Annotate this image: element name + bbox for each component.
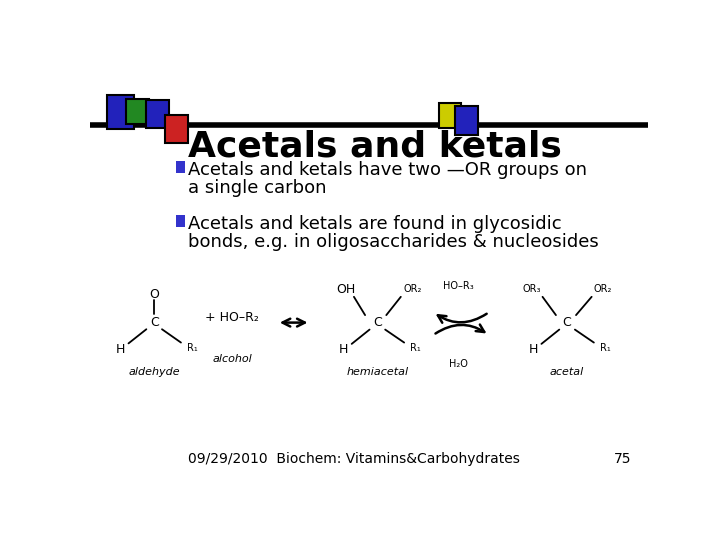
Text: O: O: [149, 288, 159, 301]
Text: 75: 75: [613, 452, 631, 466]
Text: 09/29/2010  Biochem: Vitamins&Carbohydrates: 09/29/2010 Biochem: Vitamins&Carbohydrat…: [188, 452, 520, 466]
Bar: [176, 215, 185, 227]
Text: R₁: R₁: [410, 342, 420, 353]
Text: Acetals and ketals have two —OR groups on: Acetals and ketals have two —OR groups o…: [188, 161, 587, 179]
Bar: [126, 99, 148, 124]
Text: OR₂: OR₂: [593, 285, 612, 294]
Text: Acetals and ketals are found in glycosidic: Acetals and ketals are found in glycosid…: [188, 215, 562, 233]
Text: H: H: [529, 343, 539, 356]
Bar: [456, 106, 478, 134]
Bar: [438, 103, 461, 128]
Text: alcohol: alcohol: [212, 354, 252, 364]
Text: Acetals and ketals: Acetals and ketals: [188, 129, 562, 163]
Bar: [176, 161, 185, 173]
Text: OR₂: OR₂: [404, 285, 422, 294]
Text: + HO–R₂: + HO–R₂: [205, 311, 259, 324]
Text: H: H: [116, 343, 125, 356]
Text: aldehyde: aldehyde: [128, 368, 180, 377]
Bar: [107, 95, 133, 129]
Text: hemiacetal: hemiacetal: [346, 368, 408, 377]
Text: C: C: [150, 316, 158, 329]
Text: C: C: [373, 316, 382, 329]
Text: a single carbon: a single carbon: [188, 179, 326, 197]
Text: bonds, e.g. in oligosaccharides & nucleosides: bonds, e.g. in oligosaccharides & nucleo…: [188, 233, 598, 251]
Text: HO–R₃: HO–R₃: [443, 281, 474, 291]
Text: OH: OH: [336, 283, 356, 296]
Text: OR₃: OR₃: [522, 285, 541, 294]
Bar: [166, 114, 188, 143]
Text: H₂O: H₂O: [449, 359, 468, 369]
Text: C: C: [563, 316, 572, 329]
Text: R₁: R₁: [186, 342, 197, 353]
Text: H: H: [339, 343, 348, 356]
Bar: [145, 100, 169, 128]
Text: R₁: R₁: [600, 342, 611, 353]
Text: acetal: acetal: [550, 368, 584, 377]
